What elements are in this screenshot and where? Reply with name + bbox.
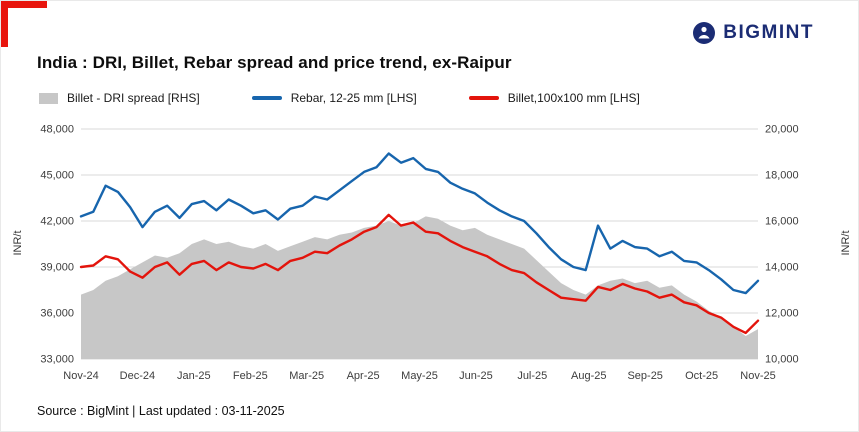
chart-title: India : DRI, Billet, Rebar spread and pr… [37,53,512,72]
legend-item-spread: Billet - DRI spread [RHS] [39,91,200,105]
x-axis-tick: Jan-25 [177,370,211,382]
left-axis-tick: 48,000 [40,124,74,136]
billet-line [79,213,760,335]
x-axis-tick: Aug-25 [571,370,606,382]
legend-label-rebar: Rebar, 12-25 mm [LHS] [290,91,417,105]
billet-line-swatch [468,96,499,100]
rebar-line-swatch [251,96,282,100]
right-axis-tick: 14,000 [765,262,799,274]
bigmint-logo-text: BIGMINT [723,22,814,43]
x-axis-tick: Nov-24 [63,370,98,382]
chart-legend: Billet - DRI spread [RHS] Rebar, 12-25 m… [39,91,640,105]
left-axis-tick: 45,000 [40,170,74,182]
bigmint-logo: BIGMINT [692,21,814,45]
spread-area [81,216,758,359]
x-axis-tick: Oct-25 [685,370,718,382]
x-axis-tick: Feb-25 [233,370,268,382]
source-note: Source : BigMint | Last updated : 03-11-… [37,404,285,418]
right-axis-tick: 18,000 [765,170,799,182]
corner-accent-shape [1,1,47,47]
right-axis-tick: 16,000 [765,216,799,228]
left-axis-tick: 39,000 [40,262,74,274]
legend-label-spread: Billet - DRI spread [RHS] [67,91,200,105]
x-axis-tick: Dec-24 [120,370,155,382]
right-axis-tick: 12,000 [765,308,799,320]
left-axis-tick: 36,000 [40,308,74,320]
spread-area-swatch [39,92,58,104]
x-axis-tick: Apr-25 [347,370,380,382]
x-axis-tick: Mar-25 [289,370,324,382]
rebar-line [79,152,760,295]
price-trend-chart: 33,000 10,000 36,000 12,000 39,000 14,000 42,0… [40,124,799,383]
legend-item-rebar: Rebar, 12-25 mm [LHS] [251,91,417,105]
x-axis-tick: Nov-25 [740,370,775,382]
right-axis-tick: 10,000 [765,354,799,366]
miner-in-circle-icon [693,22,716,44]
legend-label-billet: Billet,100x100 mm [LHS] [507,91,640,105]
legend-item-billet: Billet,100x100 mm [LHS] [468,91,640,105]
x-axis-tick: Sep-25 [627,370,662,382]
x-axis-tick: Jul-25 [517,370,547,382]
left-axis-tick: 33,000 [40,354,74,366]
right-axis-tick: 20,000 [765,124,799,136]
x-axis-tick: Jun-25 [459,370,493,382]
left-axis-tick: 42,000 [40,216,74,228]
x-axis-tick: May-25 [401,370,438,382]
